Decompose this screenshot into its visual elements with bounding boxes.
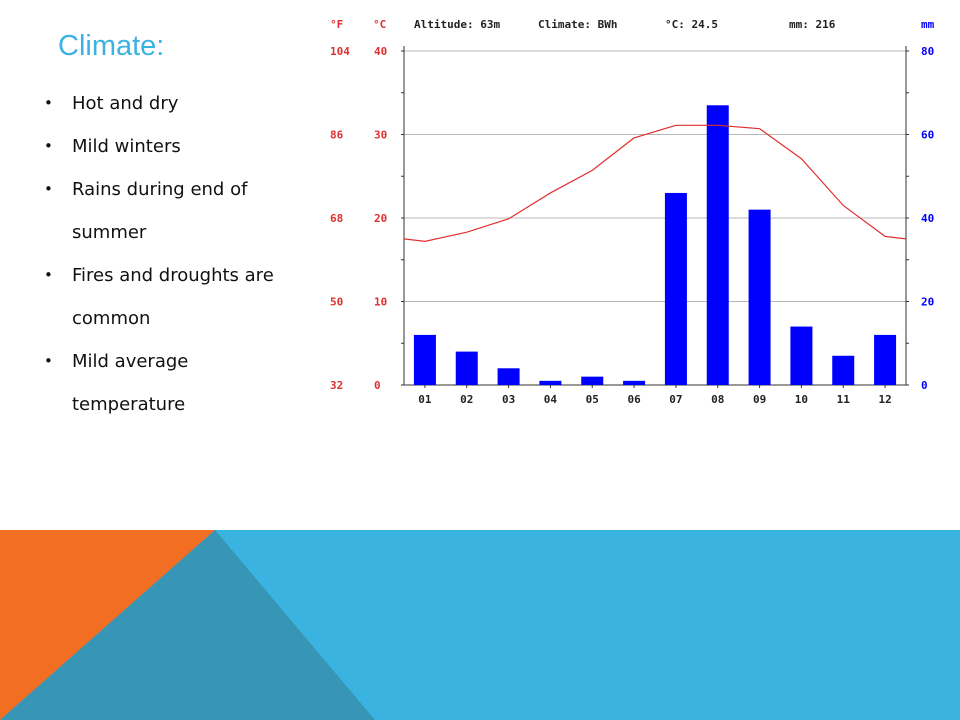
y-tick-label-celsius: 10 <box>374 296 387 309</box>
unit-mm-label: mm <box>921 18 935 31</box>
precip-bar <box>664 192 687 385</box>
unit-fahrenheit-label: °F <box>330 18 343 31</box>
y-tick-label-mm: 0 <box>921 379 928 392</box>
precip-bar <box>790 326 813 385</box>
x-tick-label: 07 <box>669 393 682 406</box>
precip-bar <box>623 380 646 385</box>
grid-lines <box>404 50 906 302</box>
bullet-list: Hot and dry Mild winters Rains during en… <box>44 82 274 426</box>
slide-title: Climate: <box>58 30 165 62</box>
axes <box>401 46 909 388</box>
y-tick-label-fahrenheit: 86 <box>330 129 344 142</box>
chart-header: °F °C Altitude: 63m Climate: BWh °C: 24.… <box>330 18 935 31</box>
precip-bar <box>539 380 562 385</box>
x-tick-label: 01 <box>418 393 432 406</box>
altitude-label: Altitude: 63m <box>414 18 500 31</box>
unit-celsius-label: °C <box>373 18 386 31</box>
x-tick-label: 02 <box>460 393 473 406</box>
precip-bar <box>874 334 897 385</box>
precip-bar <box>455 351 478 385</box>
y-tick-label-celsius: 0 <box>374 379 381 392</box>
precip-bar <box>497 368 520 385</box>
temp-line-path <box>403 124 907 242</box>
x-tick-label: 11 <box>837 393 851 406</box>
x-tick-label: 08 <box>711 393 724 406</box>
x-tick-label: 04 <box>544 393 558 406</box>
x-tick-label: 12 <box>878 393 891 406</box>
y-tick-label-mm: 20 <box>921 296 934 309</box>
climate-class-label: Climate: BWh <box>538 18 617 31</box>
precip-bars <box>413 105 897 386</box>
precip-bar <box>748 209 771 385</box>
avg-temp-label: °C: 24.5 <box>665 18 718 31</box>
y-tick-label-mm: 40 <box>921 212 934 225</box>
total-precip-label: mm: 216 <box>789 18 836 31</box>
x-tick-label: 09 <box>753 393 766 406</box>
precip-bar <box>413 334 436 385</box>
y-tick-label-celsius: 30 <box>374 129 387 142</box>
bullet-item: Fires and droughts are common <box>44 254 274 340</box>
x-tick-label: 10 <box>795 393 808 406</box>
y-tick-label-fahrenheit: 32 <box>330 379 343 392</box>
y-tick-label-fahrenheit: 50 <box>330 296 343 309</box>
precip-bar <box>706 105 729 386</box>
y-tick-label-fahrenheit: 68 <box>330 212 343 225</box>
y-tick-label-mm: 80 <box>921 45 934 58</box>
y-tick-label-fahrenheit: 104 <box>330 45 350 58</box>
x-tick-label: 06 <box>627 393 641 406</box>
y-tick-label-celsius: 20 <box>374 212 387 225</box>
x-tick-label: 05 <box>586 393 599 406</box>
banner-teal-triangle <box>0 530 375 720</box>
tick-labels: 32 0 0 50 10 20 68 20 40 86 30 60 104 40 80 01 02 03 04 05 0… <box>330 45 934 406</box>
temp-line <box>403 124 907 242</box>
x-tick-label: 03 <box>502 393 515 406</box>
bullet-item: Mild winters <box>44 125 274 168</box>
precip-bar <box>832 355 855 385</box>
bullet-item: Hot and dry <box>44 82 274 125</box>
precip-bar <box>581 376 604 385</box>
y-tick-label-mm: 60 <box>921 129 934 142</box>
bullet-item: Rains during end of summer <box>44 168 274 254</box>
bullet-item: Mild average temperature <box>44 340 274 426</box>
y-tick-label-celsius: 40 <box>374 45 387 58</box>
